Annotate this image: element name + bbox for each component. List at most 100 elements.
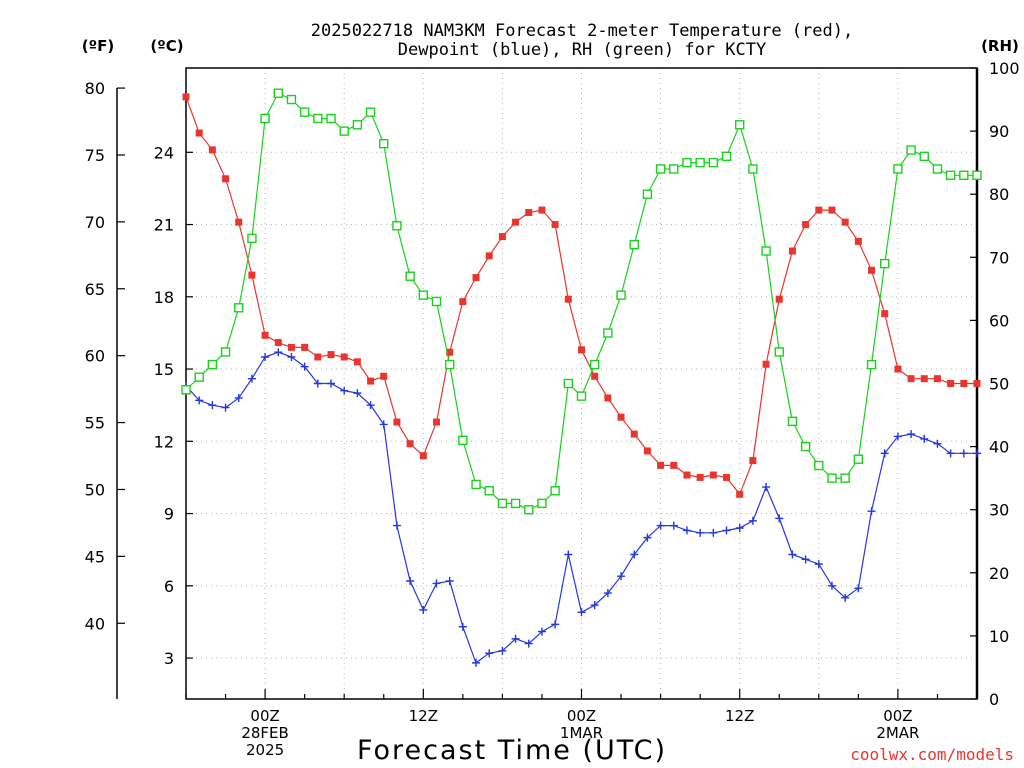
dewpoint-point: [973, 449, 981, 458]
temperature-point: [222, 175, 230, 183]
dewpoint-point: [221, 403, 230, 412]
fahrenheit-tick-label: 55: [85, 414, 105, 433]
temperature-point: [459, 298, 467, 306]
temperature-point: [314, 353, 322, 361]
temperature-point: [802, 221, 810, 229]
temperature-point: [564, 295, 572, 303]
temperature-point: [235, 218, 243, 226]
rh-point: [893, 164, 903, 174]
temperature-point: [432, 418, 440, 426]
rh-point: [379, 139, 389, 149]
temperature-point: [248, 271, 256, 279]
x-tick-label: 00Z: [250, 707, 279, 725]
rh-point: [471, 479, 481, 490]
dewpoint-point: [432, 579, 441, 588]
gridlines: [186, 68, 977, 699]
rh-point: [537, 498, 547, 509]
rh-point: [326, 113, 336, 124]
temperature-point: [340, 353, 348, 361]
rh-tick-label: 0: [989, 690, 999, 709]
dewpoint-point: [959, 449, 968, 458]
celsius-tick-label: 15: [154, 360, 174, 379]
rh-point: [220, 347, 231, 357]
temperature-point: [775, 295, 783, 303]
rh-point: [669, 164, 679, 174]
dewpoint-point: [669, 521, 678, 530]
dewpoint-point: [617, 572, 626, 581]
temperature-point: [525, 209, 533, 217]
temperature-point: [301, 343, 309, 351]
temperature-point: [446, 348, 454, 356]
credit-text: coolwx.com/models: [850, 745, 1014, 764]
temperature-point: [208, 146, 216, 154]
tick-labels: 40 45 50 55 60 65 70 75 80 3 6 9 12 15 18 21 24 0 10 20 30 40…: [85, 59, 1020, 759]
fahrenheit-tick-label: 40: [85, 614, 105, 633]
temperature-point: [538, 206, 546, 214]
dewpoint-point: [946, 449, 955, 458]
rh-point: [616, 290, 626, 300]
temperature-point: [380, 372, 388, 380]
x-tick-label: 1MAR: [560, 724, 603, 742]
rh-point: [932, 164, 943, 174]
dewpoint-point: [854, 584, 863, 593]
dewpoint-point: [590, 601, 599, 610]
celsius-tick-label: 21: [154, 216, 174, 235]
rh-point: [735, 120, 745, 130]
dewpoint-point: [841, 593, 850, 602]
rh-point: [418, 290, 428, 300]
dewpoint-point: [696, 528, 705, 537]
dewpoint-point: [419, 605, 428, 614]
temperature-point: [947, 380, 955, 387]
x-tick-label: 2MAR: [876, 724, 919, 742]
temperature-point: [709, 471, 717, 479]
fahrenheit-tick-label: 60: [85, 347, 105, 366]
temperature-point: [353, 358, 361, 366]
temperature-point: [419, 452, 427, 460]
dewpoint-point: [933, 439, 942, 448]
dewpoint-point: [920, 434, 929, 443]
temperature-point: [696, 473, 704, 481]
temperature-point: [683, 471, 691, 479]
fahrenheit-tick-label: 50: [85, 480, 105, 499]
chart-title-line-1: 2025022718 NAM3KM Forecast 2-meter Tempe…: [311, 21, 853, 41]
dewpoint-point: [313, 379, 322, 388]
rh-point: [365, 107, 376, 117]
dewpoint-point: [261, 353, 270, 362]
rh-point: [945, 170, 956, 180]
dewpoint-point: [472, 658, 481, 667]
rh-tick-label: 20: [989, 564, 1009, 583]
rh-point: [497, 498, 508, 509]
rh-point: [629, 239, 639, 250]
temperature-point: [828, 206, 836, 214]
dewpoint-point: [643, 533, 652, 542]
rh-point: [352, 120, 363, 130]
temperature-point: [578, 346, 585, 354]
temperature-point: [960, 380, 968, 387]
rh-tick-label: 90: [989, 122, 1009, 141]
dewpoint-point: [722, 526, 731, 535]
temperature-point: [617, 413, 625, 421]
dewpoint-point: [287, 353, 296, 362]
dewpoint-point: [907, 430, 916, 439]
temperature-point: [287, 343, 295, 351]
temperature-point: [762, 360, 770, 368]
rh-point: [247, 233, 257, 244]
rh-line: [185, 92, 977, 511]
rh-point: [682, 157, 692, 168]
temperature-point: [261, 331, 269, 339]
rh-point: [286, 94, 297, 105]
rh-tick-label: 40: [989, 438, 1009, 457]
temperature-point: [854, 237, 862, 245]
rh-point: [313, 113, 323, 124]
temperature-point: [723, 473, 731, 481]
x-tick-label: 28FEB: [241, 724, 288, 742]
dewpoint-point: [893, 432, 902, 441]
dewpoint-point: [392, 521, 401, 530]
rh-point: [405, 271, 415, 281]
temperature-point: [749, 457, 757, 465]
rh-point: [484, 486, 494, 496]
rh-point: [761, 246, 771, 256]
rh-tick-label: 50: [989, 375, 1009, 394]
fahrenheit-tick-label: 70: [85, 213, 105, 232]
